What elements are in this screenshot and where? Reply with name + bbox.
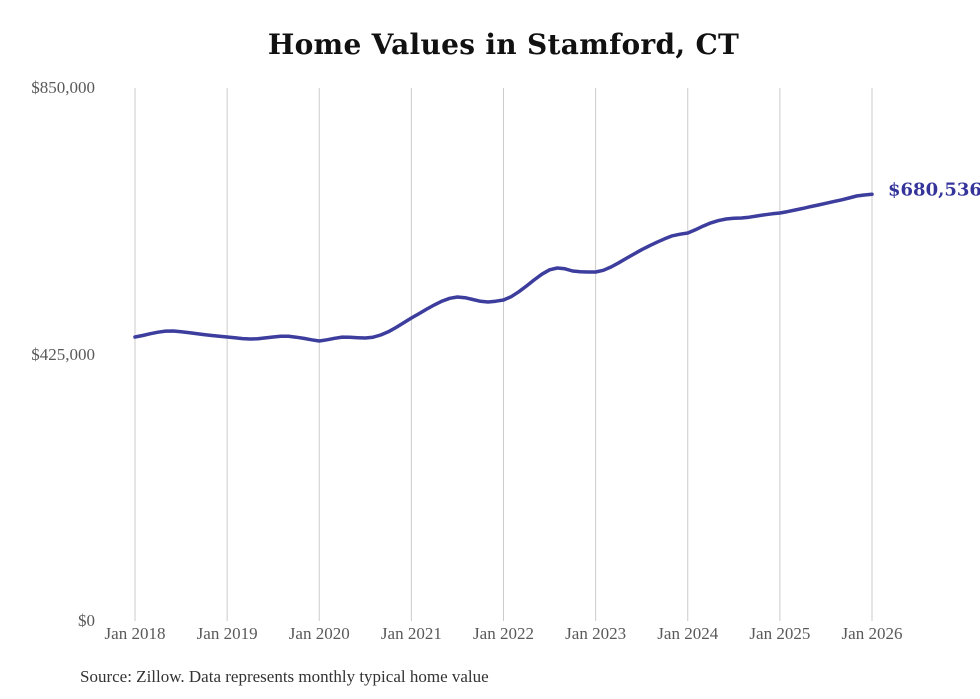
chart-title: Home Values in Stamford, CT [267, 28, 740, 61]
x-tick-label: Jan 2025 [749, 624, 811, 643]
source-note: Source: Zillow. Data represents monthly … [80, 667, 489, 686]
y-tick-label: $850,000 [31, 78, 95, 97]
x-tick-label: Jan 2021 [380, 624, 442, 643]
x-tick-label: Jan 2020 [288, 624, 350, 643]
gridlines-group [134, 88, 873, 621]
y-tick-label: $425,000 [31, 344, 95, 364]
y-tick-label: $0 [78, 611, 95, 630]
x-tick-label: Jan 2018 [104, 624, 166, 643]
home-value-line [133, 192, 874, 343]
x-tick-label: Jan 2024 [657, 624, 719, 643]
x-tick-label: Jan 2019 [196, 624, 258, 643]
end-value-label: $680,536 [888, 179, 980, 201]
x-tick-label: Jan 2026 [841, 624, 903, 643]
x-tick-label: Jan 2023 [565, 624, 627, 643]
x-tick-label: Jan 2022 [473, 624, 534, 643]
